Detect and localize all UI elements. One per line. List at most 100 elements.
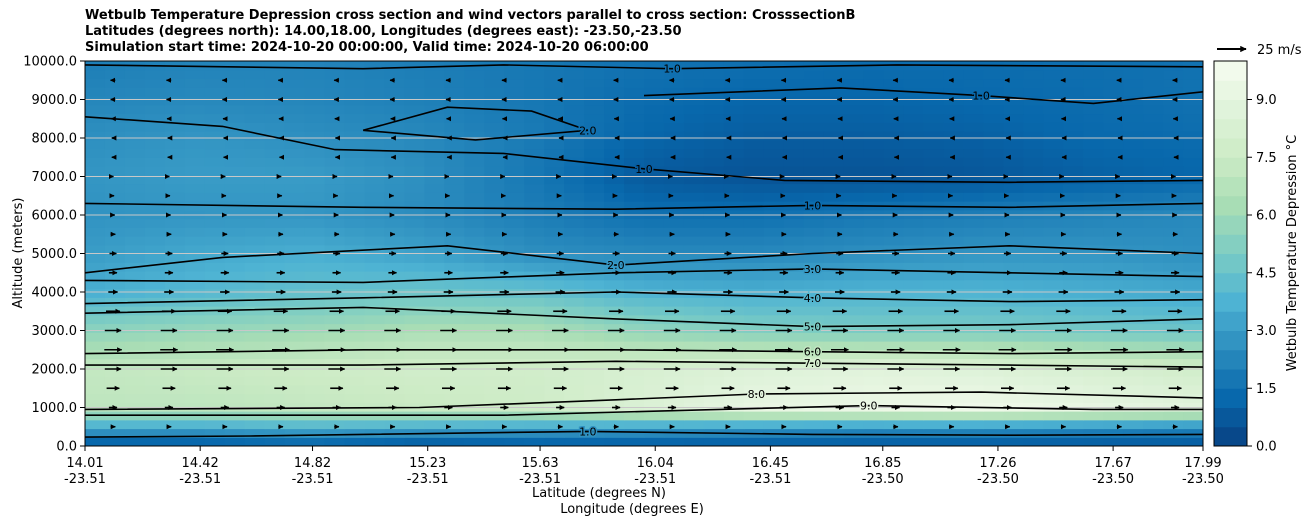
- field-cell: [1003, 87, 1024, 97]
- field-cell: [663, 227, 685, 237]
- field-cell: [923, 113, 945, 123]
- field-cell: [983, 236, 1004, 246]
- field-cell: [144, 113, 166, 123]
- field-cell: [524, 384, 545, 395]
- field-cell: [1163, 148, 1184, 158]
- field-cell: [404, 227, 425, 237]
- field-cell: [384, 174, 406, 185]
- field-cell: [783, 218, 805, 228]
- field-cell: [144, 139, 166, 150]
- field-cell: [444, 78, 465, 88]
- field-cell: [1003, 157, 1024, 167]
- field-cell: [604, 236, 625, 246]
- field-cell: [504, 148, 525, 158]
- field-cell: [803, 139, 825, 150]
- field-cell: [204, 183, 226, 193]
- field-cell: [304, 367, 326, 377]
- field-cell: [1083, 122, 1104, 132]
- contour-line: [85, 430, 1203, 438]
- field-cell: [424, 78, 445, 88]
- field-cell: [424, 367, 445, 377]
- field-cell: [244, 113, 266, 123]
- field-cell: [624, 306, 645, 316]
- field-cell: [344, 122, 366, 132]
- field-cell: [903, 209, 925, 220]
- field-cell: [963, 428, 984, 438]
- field-cell: [803, 192, 825, 202]
- field-cell: [1163, 157, 1184, 167]
- field-cell: [883, 297, 905, 307]
- field-cell: [1183, 349, 1203, 360]
- field-cell: [1123, 218, 1144, 228]
- field-cell: [983, 384, 1004, 395]
- field-cell: [1043, 349, 1064, 360]
- field-cell: [444, 104, 465, 115]
- field-cell: [1023, 139, 1044, 150]
- field-cell: [1103, 104, 1124, 115]
- field-cell: [743, 411, 765, 421]
- field-cell: [444, 297, 465, 307]
- field-cell: [424, 209, 445, 220]
- field-cell: [923, 262, 945, 272]
- field-cell: [843, 183, 865, 193]
- field-cell: [304, 332, 326, 342]
- field-cell: [304, 253, 326, 263]
- field-cell: [504, 113, 525, 123]
- field-cell: [803, 148, 825, 158]
- field-cell: [863, 78, 885, 88]
- field-cell: [1163, 201, 1184, 211]
- field-cell: [444, 244, 465, 255]
- colorbar-tick-label: 1.5: [1256, 382, 1277, 397]
- field-cell: [1063, 411, 1084, 421]
- field-cell: [85, 104, 106, 115]
- field-cell: [164, 341, 186, 351]
- field-cell: [863, 437, 885, 446]
- field-cell: [464, 131, 485, 141]
- field-cell: [544, 384, 565, 395]
- field-cell: [304, 402, 326, 412]
- field-cell: [644, 96, 665, 106]
- field-cell: [344, 227, 366, 237]
- field-cell: [1003, 262, 1024, 272]
- field-cell: [584, 104, 605, 115]
- field-cell: [344, 139, 366, 150]
- field-cell: [384, 341, 406, 351]
- field-cell: [743, 393, 765, 403]
- y-tick-label: 9000.0: [32, 93, 78, 108]
- field-cell: [723, 384, 745, 395]
- field-cell: [484, 393, 505, 403]
- field-cell: [544, 437, 565, 446]
- field-cell: [1023, 367, 1044, 377]
- field-cell: [644, 279, 665, 290]
- field-cell: [324, 157, 346, 167]
- field-cell: [624, 393, 645, 403]
- field-cell: [244, 437, 266, 446]
- field-cell: [743, 78, 765, 88]
- field-cell: [1123, 376, 1144, 386]
- field-cell: [85, 402, 106, 412]
- field-cell: [364, 139, 386, 150]
- field-cell: [264, 437, 286, 446]
- field-cell: [85, 244, 106, 255]
- field-cell: [823, 174, 845, 185]
- field-cell: [464, 367, 485, 377]
- contour-line: [85, 404, 1203, 416]
- y-tick-label: 10000.0: [23, 55, 77, 70]
- field-cell: [544, 157, 565, 167]
- field-cell: [364, 183, 386, 193]
- field-cell: [164, 87, 186, 97]
- field-cell: [584, 183, 605, 193]
- field-cell: [683, 341, 705, 351]
- field-cell: [204, 393, 226, 403]
- field-cell: [484, 271, 505, 281]
- field-cell: [863, 288, 885, 298]
- field-cell: [703, 166, 725, 176]
- field-cell: [1023, 402, 1044, 412]
- field-cell: [683, 323, 705, 333]
- field-cell: [184, 227, 206, 237]
- field-cell: [524, 323, 545, 333]
- field-cell: [703, 332, 725, 342]
- field-cell: [1063, 323, 1084, 333]
- field-cell: [524, 297, 545, 307]
- field-cell: [564, 384, 585, 395]
